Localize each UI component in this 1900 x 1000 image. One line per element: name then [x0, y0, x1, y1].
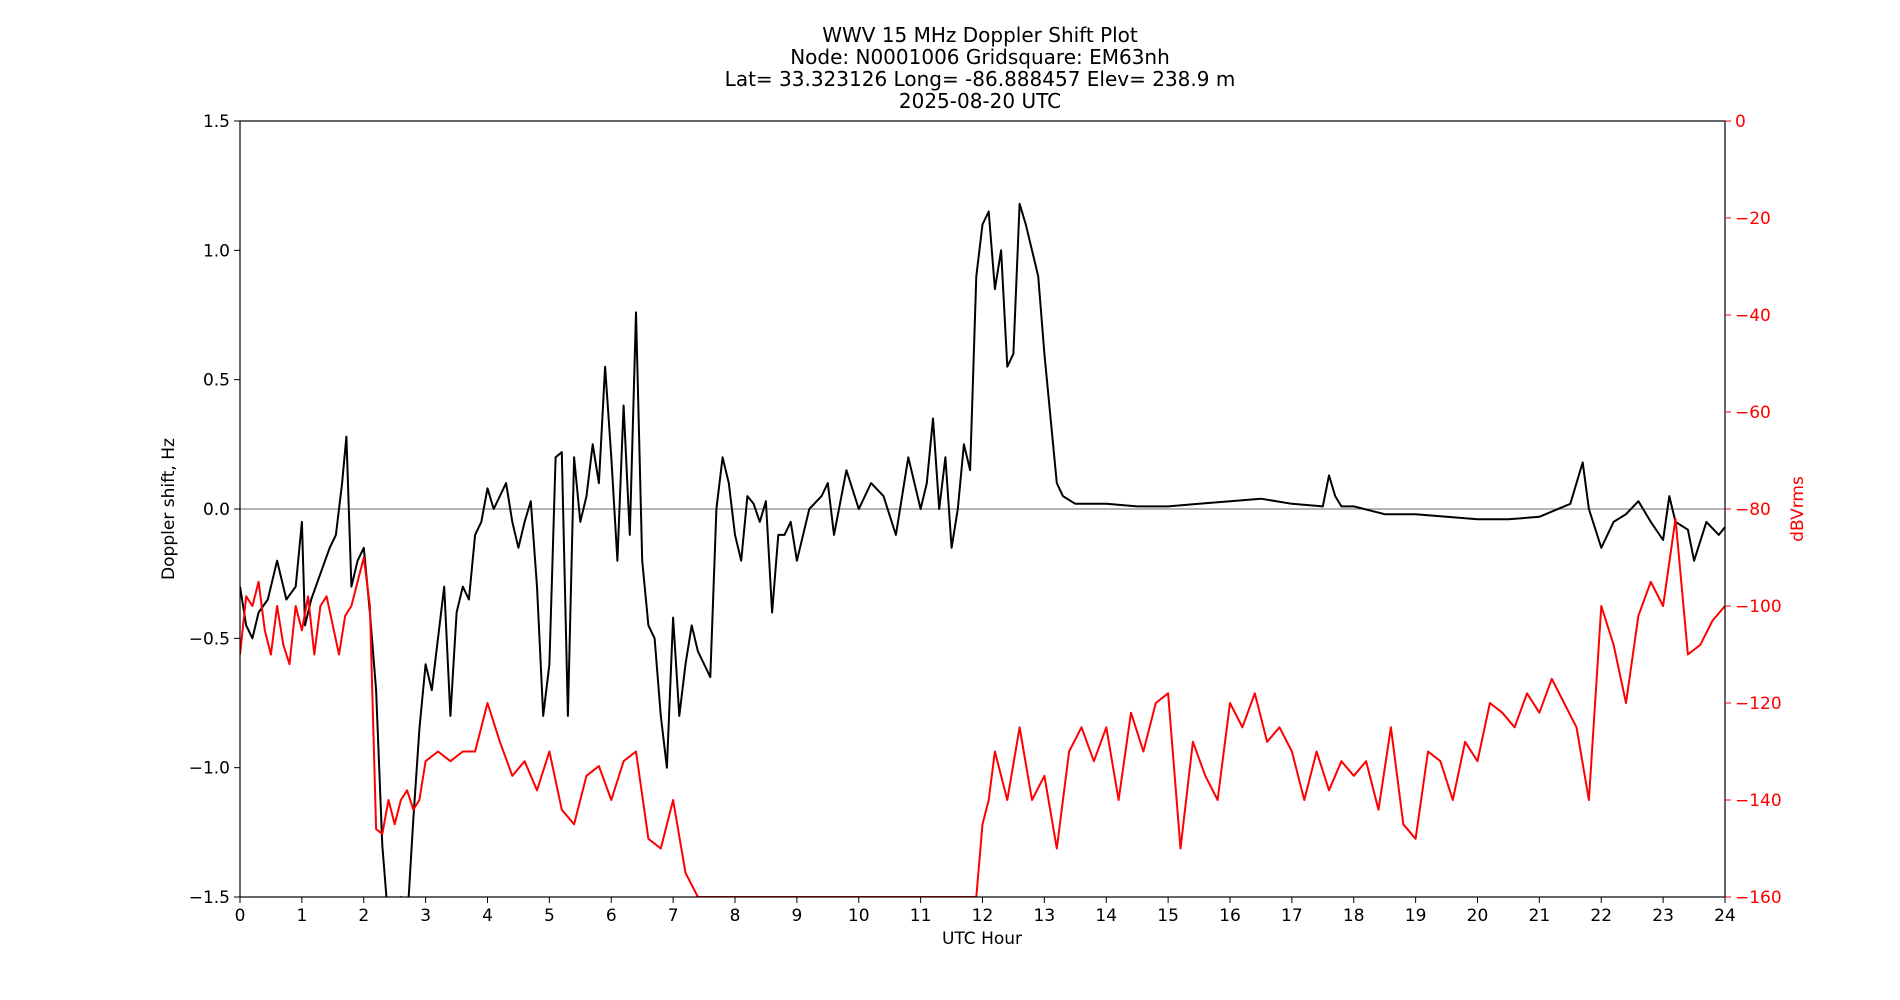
x-tick-label: 8 — [730, 906, 741, 926]
x-tick-label: 18 — [1343, 906, 1365, 926]
y2-tick-label: 0 — [1735, 112, 1746, 132]
title-line-4: 2025-08-20 UTC — [899, 89, 1061, 113]
x-tick-label: 2 — [358, 906, 369, 926]
y2-tick-label: −160 — [1735, 888, 1782, 908]
y-tick-label: −0.5 — [189, 629, 230, 649]
y-tick-label: 1.5 — [203, 112, 230, 132]
y-tick-label: 0.0 — [203, 500, 230, 520]
x-tick-label: 19 — [1405, 906, 1427, 926]
y-tick-label: −1.5 — [189, 888, 230, 908]
y2-axis-ticks: 0 −20 −40 −60 −80 −100 −120 −140 −160 — [1725, 112, 1782, 908]
x-tick-label: 16 — [1219, 906, 1241, 926]
x-axis-label: UTC Hour — [942, 929, 1022, 949]
title-line-3: Lat= 33.323126 Long= -86.888457 Elev= 23… — [725, 67, 1236, 91]
y2-tick-label: −40 — [1735, 306, 1771, 326]
x-tick-label: 7 — [668, 906, 679, 926]
y-tick-label: −1.0 — [189, 759, 230, 779]
y-tick-label: 1.0 — [203, 241, 230, 261]
x-tick-label: 20 — [1467, 906, 1489, 926]
y2-tick-label: −120 — [1735, 694, 1782, 714]
x-tick-label: 22 — [1590, 906, 1612, 926]
y2-tick-label: −140 — [1735, 791, 1782, 811]
y-axis-label: Doppler shift, Hz — [159, 438, 179, 580]
x-tick-label: 11 — [910, 906, 932, 926]
x-tick-label: 9 — [791, 906, 802, 926]
power-series-line — [240, 517, 1725, 897]
x-tick-label: 3 — [420, 906, 431, 926]
y2-tick-label: −100 — [1735, 597, 1782, 617]
x-tick-label: 1 — [296, 906, 307, 926]
x-tick-label: 21 — [1529, 906, 1551, 926]
x-tick-label: 23 — [1652, 906, 1674, 926]
y-axis-ticks: 1.5 1.0 0.5 0.0 −0.5 −1.0 −1.5 — [189, 112, 240, 908]
x-tick-label: 17 — [1281, 906, 1303, 926]
y2-tick-label: −80 — [1735, 500, 1771, 520]
x-tick-label: 6 — [606, 906, 617, 926]
x-tick-label: 14 — [1095, 906, 1117, 926]
x-tick-label: 0 — [235, 906, 246, 926]
y2-tick-label: −20 — [1735, 209, 1771, 229]
x-axis-ticks: 0 1 2 3 4 5 6 7 8 9 10 11 12 13 14 15 16 17 18 19 20 21 22 23 24 — [235, 897, 1736, 926]
y2-tick-label: −60 — [1735, 403, 1771, 423]
x-tick-label: 5 — [544, 906, 555, 926]
x-tick-label: 10 — [848, 906, 870, 926]
x-tick-label: 12 — [972, 906, 994, 926]
chart-title: WWV 15 MHz Doppler Shift Plot Node: N000… — [725, 23, 1236, 113]
y-tick-label: 0.5 — [203, 371, 230, 391]
series-layer — [240, 202, 1725, 897]
doppler-series-line — [240, 202, 1725, 897]
x-tick-label: 13 — [1034, 906, 1056, 926]
x-tick-label: 24 — [1714, 906, 1736, 926]
title-line-1: WWV 15 MHz Doppler Shift Plot — [822, 23, 1138, 47]
x-tick-label: 15 — [1157, 906, 1179, 926]
y2-axis-label: dBVrms — [1788, 476, 1808, 542]
title-line-2: Node: N0001006 Gridsquare: EM63nh — [790, 45, 1170, 69]
x-tick-label: 4 — [482, 906, 493, 926]
